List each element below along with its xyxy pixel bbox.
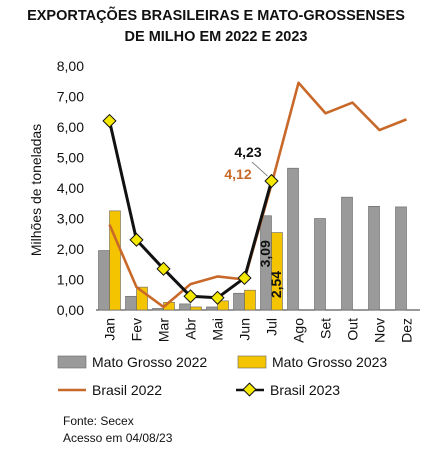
x-tick-label: Out — [345, 318, 361, 341]
marker-brasil-2023 — [102, 113, 117, 128]
bar-mt-2023 — [136, 286, 148, 311]
bar-mt-2022 — [98, 250, 110, 311]
bar-mt-2022 — [233, 292, 245, 311]
legend-label-br-2022: Brasil 2022 — [92, 382, 162, 398]
annotation-brasil-2023-jul: 4,23 — [234, 144, 261, 160]
bars — [98, 167, 407, 311]
y-tick-label: 2,00 — [57, 241, 84, 257]
bar-mt-2022 — [314, 218, 326, 311]
bar-mt-2022 — [125, 295, 137, 311]
chart-title-line-1: EXPORTAÇÕES BRASILEIRAS E MATO-GROSSENSE… — [27, 6, 405, 24]
y-axis-ticks: 0,00 1,00 2,00 3,00 4,00 5,00 6,00 7,00 8,00 — [57, 58, 84, 318]
y-tick-label: 7,00 — [57, 89, 84, 105]
legend-item-mt-2023: Mato Grosso 2023 — [237, 354, 387, 370]
marker-brasil-2023 — [183, 289, 198, 304]
y-tick-label: 6,00 — [57, 119, 84, 135]
annotations: 4,23 4,12 3,09 2,54 — [224, 144, 284, 298]
x-tick-label: Ago — [291, 318, 307, 343]
legend-item-br-2023: Brasil 2023 — [236, 382, 340, 398]
bar-mt-2022 — [395, 206, 407, 311]
bar-mt-2023 — [244, 289, 256, 311]
legend: Mato Grosso 2022 Mato Grosso 2023 Brasil… — [57, 354, 387, 398]
bar-mt-2023 — [190, 306, 202, 311]
legend-label-mt-2022: Mato Grosso 2022 — [92, 354, 207, 370]
bar-mt-2023 — [217, 300, 229, 311]
y-tick-label: 5,00 — [57, 150, 84, 166]
y-tick-label: 1,00 — [57, 272, 84, 288]
legend-label-br-2023: Brasil 2023 — [270, 382, 340, 398]
y-axis-label: Milhões de toneladas — [28, 124, 44, 256]
chart-title: EXPORTAÇÕES BRASILEIRAS E MATO-GROSSENSE… — [27, 6, 405, 45]
chart-title-line-2: DE MILHO EM 2022 E 2023 — [125, 29, 308, 45]
legend-item-br-2022: Brasil 2022 — [58, 382, 162, 398]
bar-mt-2022 — [287, 167, 299, 311]
bar-mt-2022 — [206, 306, 218, 311]
legend-marker-br-2023 — [242, 382, 257, 397]
bar-mt-2022 — [179, 303, 191, 311]
x-tick-label: Mar — [156, 318, 172, 342]
marker-brasil-2023 — [264, 173, 279, 189]
bar-mt-2022 — [368, 206, 380, 311]
y-tick-label: 0,00 — [57, 302, 84, 318]
marker-brasil-2023 — [210, 290, 225, 305]
marker-brasil-2023 — [237, 270, 252, 286]
bar-mt-2022 — [152, 308, 164, 311]
x-tick-label: Mai — [210, 318, 226, 341]
bar-mt-2023 — [271, 232, 283, 311]
y-tick-label: 4,00 — [57, 180, 84, 196]
line-brasil-2022 — [108, 81, 407, 309]
x-tick-label: Set — [318, 318, 334, 339]
x-tick-label: Jan — [102, 318, 118, 341]
marker-brasil-2023 — [129, 232, 144, 247]
y-tick-label: 3,00 — [57, 211, 84, 227]
x-tick-label: Fev — [129, 318, 145, 341]
source-line-2: Acesso em 04/08/23 — [63, 431, 173, 445]
y-tick-label: 8,00 — [57, 58, 84, 74]
legend-label-mt-2023: Mato Grosso 2023 — [272, 354, 387, 370]
x-tick-label: Jun — [237, 318, 253, 341]
annotation-mt-2023-jul: 2,54 — [268, 271, 284, 298]
bar-mt-2022 — [341, 196, 353, 311]
x-tick-label: Dez — [399, 318, 415, 343]
x-tick-label: Abr — [183, 318, 199, 340]
x-axis-ticks: Jan Fev Mar Abr Mai Jun Jul Ago Set Out Nov Dez — [102, 318, 415, 343]
bar-mt-2023 — [109, 210, 121, 311]
legend-swatch-mt-2023 — [237, 355, 267, 369]
x-tick-label: Nov — [372, 318, 388, 343]
source-line-1: Fonte: Secex — [63, 414, 134, 428]
legend-swatch-mt-2022 — [57, 355, 87, 369]
source-note: Fonte: Secex Acesso em 04/08/23 — [63, 414, 173, 445]
marker-brasil-2023 — [156, 261, 171, 276]
x-tick-label: Jul — [264, 318, 280, 336]
lines — [102, 81, 407, 309]
annotation-brasil-2022-jul: 4,12 — [224, 166, 251, 182]
legend-item-mt-2022: Mato Grosso 2022 — [57, 354, 207, 370]
annotation-mt-2022-jul: 3,09 — [257, 240, 273, 267]
annotation-leader-line — [251, 161, 268, 177]
